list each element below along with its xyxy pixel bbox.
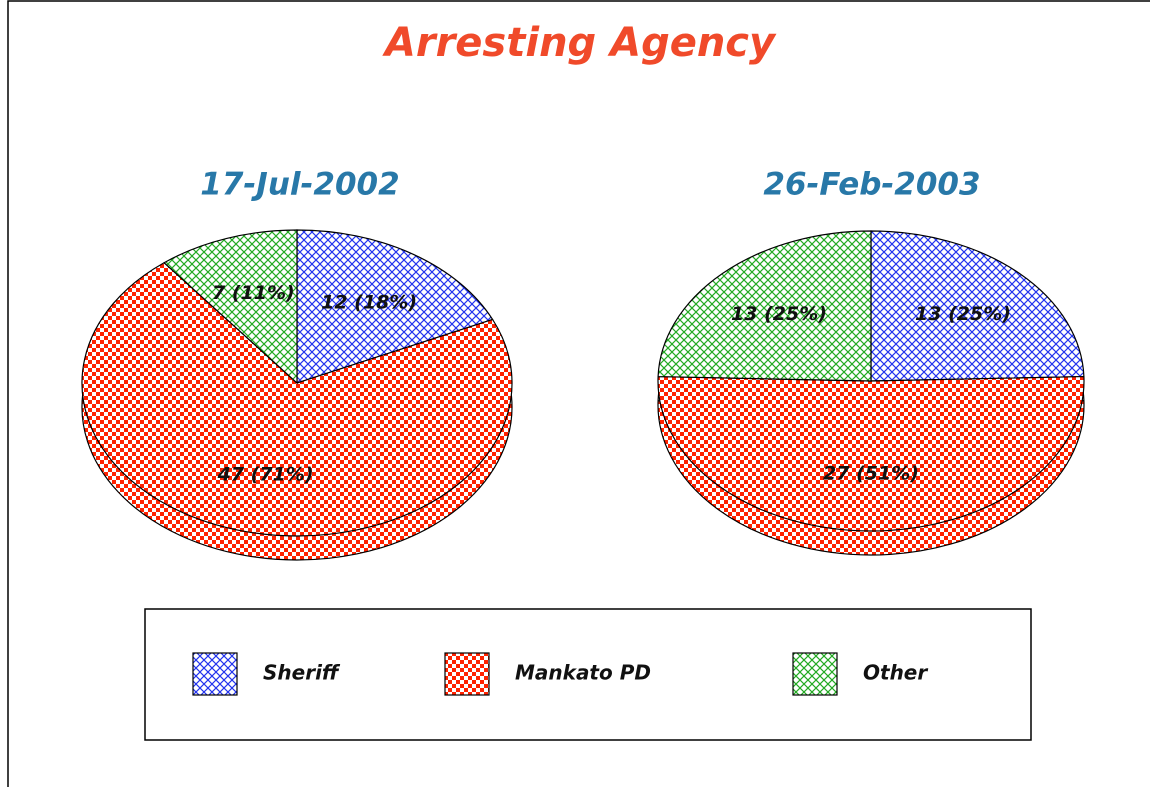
frame [7,0,1150,787]
legend-label: Mankato PD [515,661,651,685]
value-label: 13 (25%) [915,303,1011,325]
legend-swatch [444,652,490,696]
value-label: 27 (51%) [823,463,919,485]
slice [296,229,494,384]
legend-swatch [192,652,238,696]
value-label: 7 (11%) [212,282,295,304]
legend [144,608,1032,741]
slice [657,375,1085,532]
value-label: 13 (25%) [731,303,827,325]
slice [163,229,298,385]
chart-title: Arresting Agency [382,20,777,66]
value-label: 12 (18%) [321,292,417,314]
slice [81,261,513,537]
pie-title: 17-Jul-2002 [200,167,399,203]
slice [657,230,872,382]
legend-label: Other [863,661,928,685]
legend-swatch [792,652,838,696]
slice [870,230,1085,382]
pie-title: 26-Feb-2003 [763,167,980,203]
value-label: 47 (71%) [217,464,314,486]
legend-label: Sheriff [263,661,341,685]
